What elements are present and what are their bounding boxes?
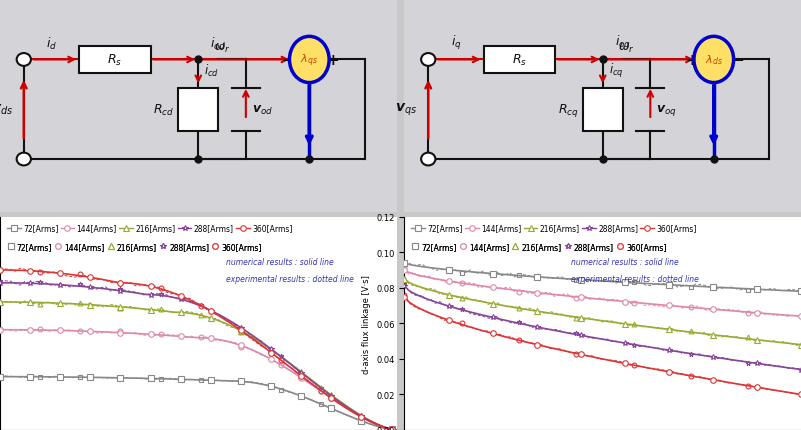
Text: $R_s$: $R_s$: [107, 53, 123, 68]
Text: $i_{cd}$: $i_{cd}$: [204, 63, 219, 79]
Text: −: −: [281, 53, 294, 68]
Text: numerical results : solid line: numerical results : solid line: [226, 257, 334, 266]
Text: $\boldsymbol{v}_{qs}$: $\boldsymbol{v}_{qs}$: [396, 102, 417, 118]
Text: $R_{cd}$: $R_{cd}$: [153, 102, 175, 117]
Text: −: −: [731, 53, 744, 68]
Text: $\boldsymbol{v}_{ds}$: $\boldsymbol{v}_{ds}$: [0, 103, 13, 117]
Text: $\boldsymbol{v}_{oq}$: $\boldsymbol{v}_{oq}$: [656, 102, 677, 117]
Circle shape: [17, 54, 31, 67]
Legend: 72[Arms], 144[Arms], 216[Arms], 288[Arms], 360[Arms]: 72[Arms], 144[Arms], 216[Arms], 288[Arms…: [4, 239, 265, 254]
Text: $i_q$: $i_q$: [451, 34, 461, 52]
Text: $R_{cq}$: $R_{cq}$: [558, 101, 579, 118]
Text: $i_{od}$: $i_{od}$: [210, 35, 227, 52]
Text: numerical results : solid line: numerical results : solid line: [571, 257, 678, 266]
Text: $\lambda_{qs}$: $\lambda_{qs}$: [300, 52, 318, 68]
Text: +: +: [686, 53, 698, 68]
Circle shape: [421, 54, 436, 67]
Y-axis label: d-axis flux linkage [V·s]: d-axis flux linkage [V·s]: [362, 274, 371, 373]
Text: +: +: [327, 53, 340, 68]
Text: $i_{oq}$: $i_{oq}$: [614, 34, 630, 52]
Text: $i_{cq}$: $i_{cq}$: [609, 62, 623, 80]
Text: $R_s$: $R_s$: [512, 53, 527, 68]
Text: $\lambda_{ds}$: $\lambda_{ds}$: [705, 53, 723, 67]
Bar: [484, 47, 555, 74]
Circle shape: [17, 153, 31, 166]
Ellipse shape: [694, 37, 734, 83]
Bar: [79, 47, 151, 74]
Text: experimental results : dotted line: experimental results : dotted line: [571, 274, 699, 283]
Text: $\omega_r$: $\omega_r$: [618, 42, 634, 55]
Text: experimental results : dotted line: experimental results : dotted line: [226, 274, 354, 283]
Circle shape: [421, 153, 436, 166]
Text: $\boldsymbol{v}_{od}$: $\boldsymbol{v}_{od}$: [252, 104, 273, 117]
Bar: [179, 89, 218, 131]
Bar: [583, 89, 622, 131]
Text: $\omega_r$: $\omega_r$: [214, 42, 231, 55]
Text: $i_d$: $i_d$: [46, 35, 57, 52]
Legend: 72[Arms], 144[Arms], 216[Arms], 288[Arms], 360[Arms]: 72[Arms], 144[Arms], 216[Arms], 288[Arms…: [409, 239, 670, 254]
Ellipse shape: [289, 37, 329, 83]
